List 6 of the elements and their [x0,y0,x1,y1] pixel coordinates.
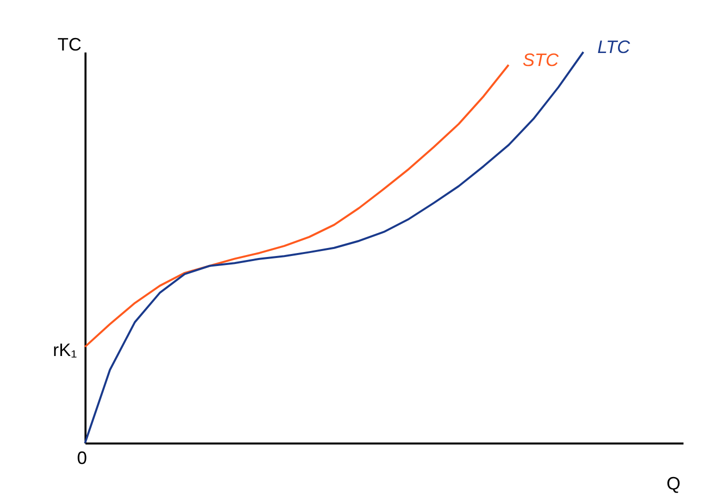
text: rK₁ [52,340,77,360]
series-label: LTC [597,37,632,57]
text: 0 [76,448,88,468]
series-label: STC [522,50,560,70]
y-axis-title: TC [58,34,82,54]
x-axis-title: Q [666,474,680,494]
